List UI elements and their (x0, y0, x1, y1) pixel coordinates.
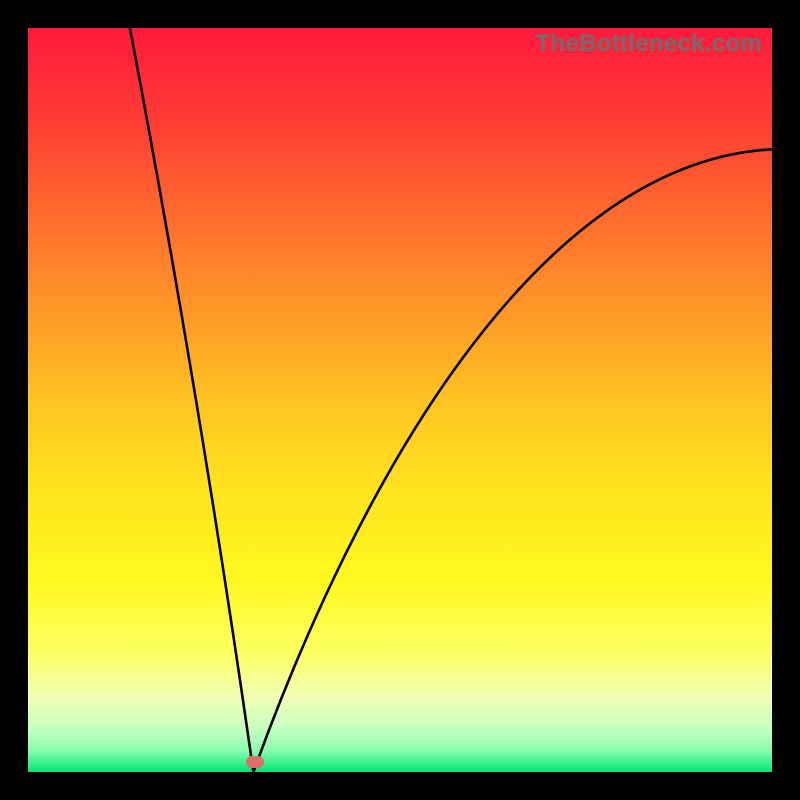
optimal-point-marker (246, 756, 264, 768)
bottleneck-curve (130, 28, 772, 772)
watermark: TheBottleneck.com (536, 30, 762, 58)
curve-layer (28, 28, 772, 772)
bottleneck-chart: TheBottleneck.com (28, 28, 772, 772)
